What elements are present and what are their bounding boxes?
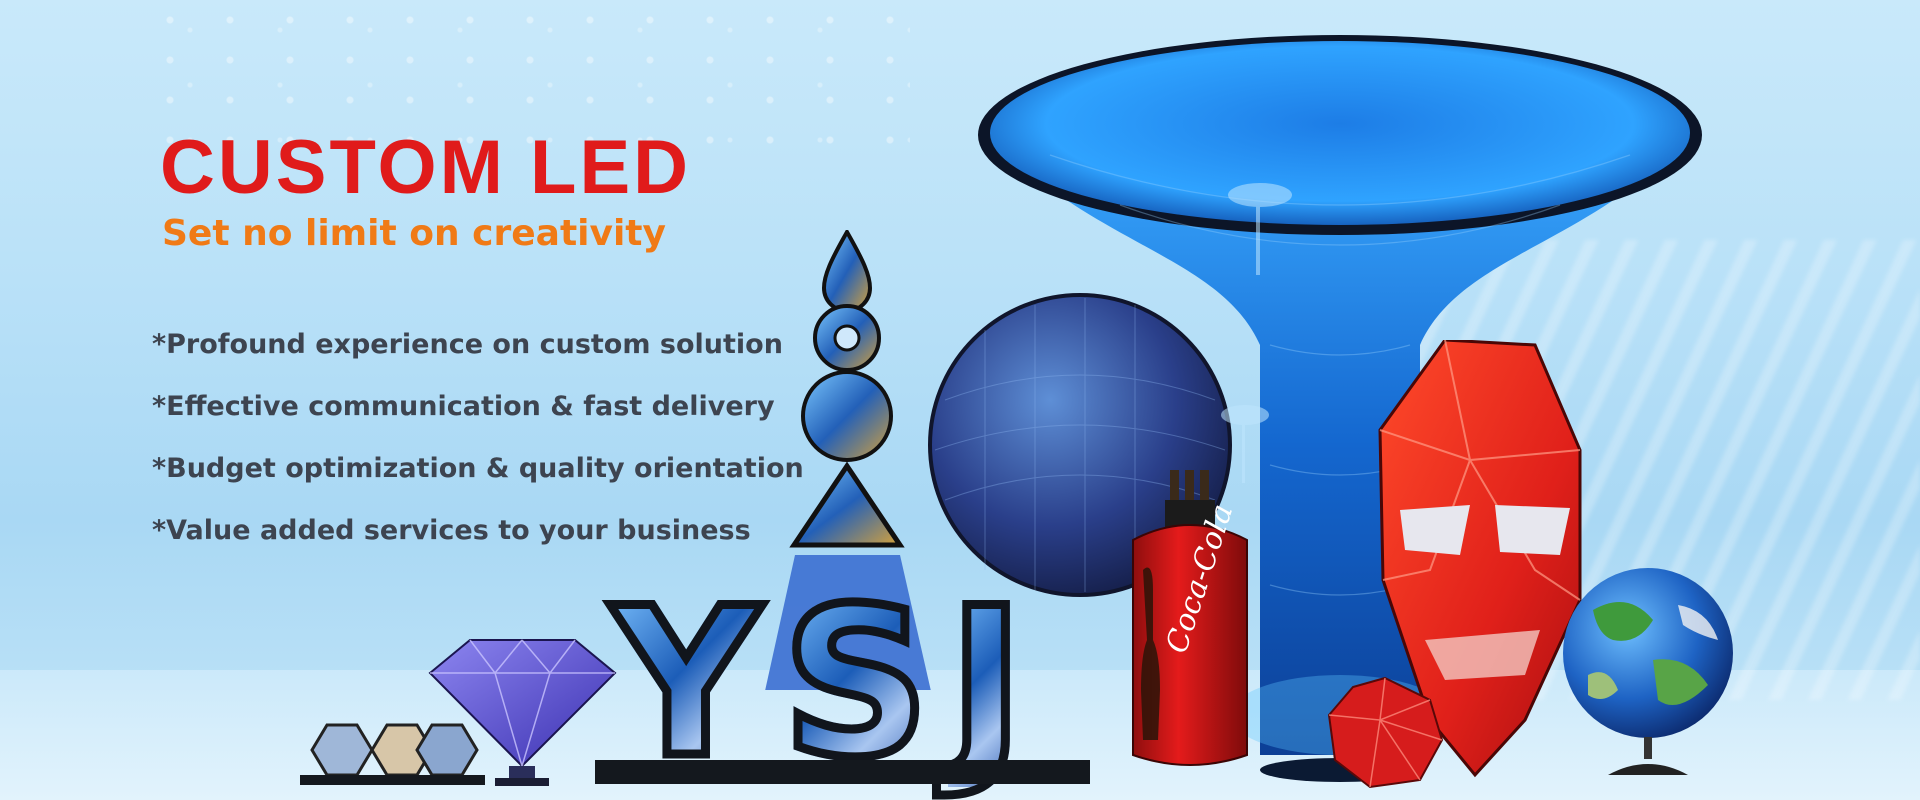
feature-list: *Profound experience on custom solution … xyxy=(152,328,804,576)
cola-can-led-display: Coca-Cola xyxy=(1125,470,1255,780)
banner-subtitle: Set no limit on creativity xyxy=(162,216,666,252)
polygon-ball-led-display xyxy=(1325,675,1445,790)
led-letter: Y xyxy=(612,582,760,787)
led-letter: J xyxy=(948,582,1024,787)
diamond-led-display xyxy=(425,638,620,788)
feature-item: *Profound experience on custom solution xyxy=(152,328,804,390)
feature-item: *Budget optimization & quality orientati… xyxy=(152,452,804,514)
globe-led-display xyxy=(1558,565,1738,785)
letters-base xyxy=(595,760,1090,784)
led-letter: S xyxy=(782,582,930,787)
feature-item: *Effective communication & fast delivery xyxy=(152,390,804,452)
banner-title: CUSTOM LED xyxy=(160,130,691,206)
